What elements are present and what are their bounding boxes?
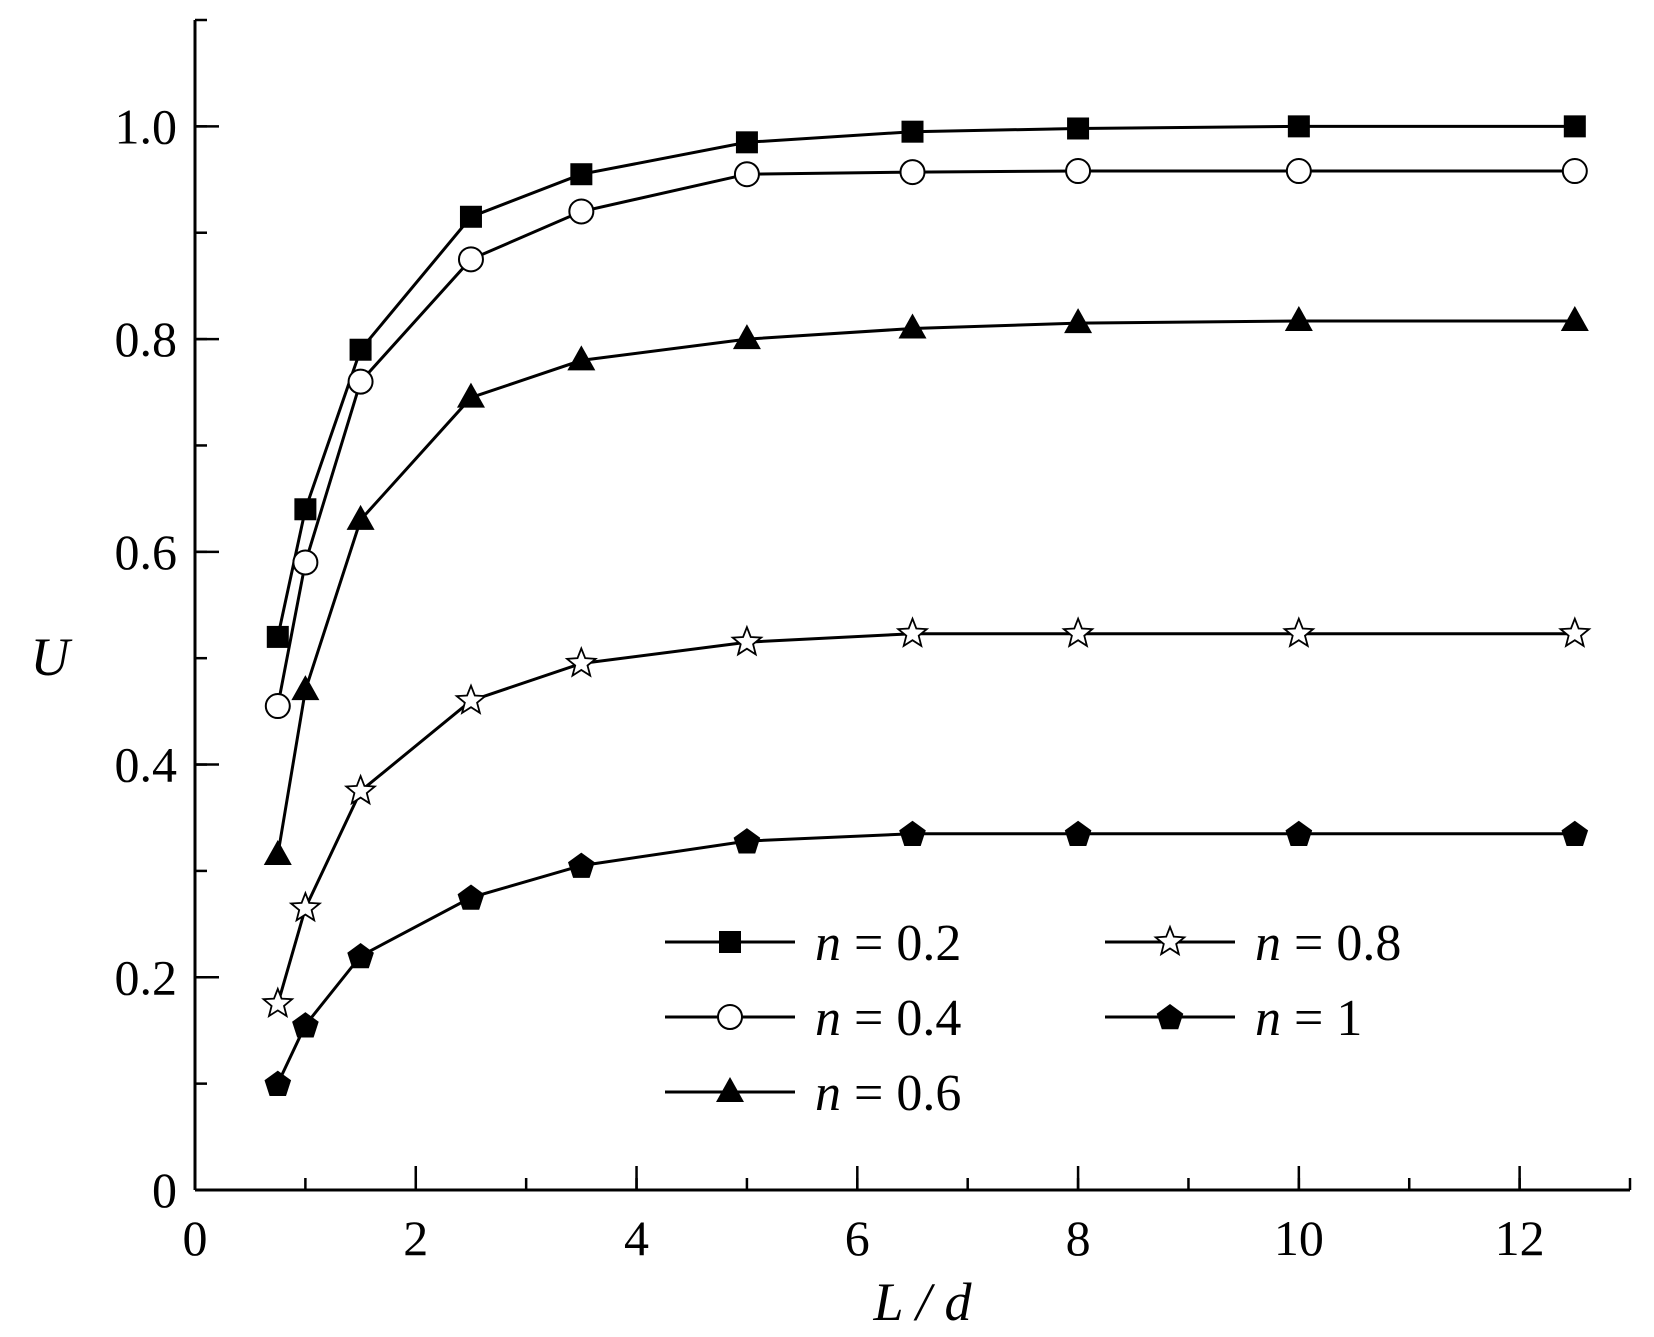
data-point bbox=[568, 198, 595, 225]
data-point bbox=[1284, 306, 1313, 332]
data-point bbox=[292, 549, 319, 576]
data-point bbox=[1285, 820, 1313, 846]
data-point bbox=[1561, 158, 1588, 185]
legend-marker bbox=[716, 1077, 744, 1102]
data-point bbox=[567, 345, 596, 371]
legend-marker bbox=[1156, 1004, 1184, 1030]
y-tick-label: 0 bbox=[152, 1162, 177, 1218]
data-point bbox=[264, 1070, 292, 1096]
series-1 bbox=[266, 115, 1586, 648]
data-point bbox=[263, 839, 292, 865]
data-point bbox=[1061, 616, 1095, 648]
axes: 0 2 4 6 8 10 12 0 0.2 0.4 0.6 0.8 1.0 bbox=[115, 18, 1632, 1266]
data-point bbox=[454, 683, 488, 715]
data-point bbox=[570, 163, 593, 186]
data-point bbox=[901, 120, 924, 143]
data-point bbox=[899, 820, 926, 846]
series-line bbox=[276, 319, 1575, 856]
data-point bbox=[568, 852, 595, 878]
data-point bbox=[1287, 115, 1310, 138]
data-point bbox=[266, 625, 289, 648]
data-point bbox=[1563, 115, 1586, 138]
x-tick-label: 0 bbox=[183, 1210, 208, 1266]
data-point bbox=[261, 986, 295, 1018]
data-point bbox=[1065, 158, 1092, 185]
y-tick-label: 1.0 bbox=[115, 98, 178, 154]
data-point bbox=[347, 368, 374, 395]
data-point bbox=[1558, 616, 1592, 648]
legend-marker bbox=[719, 931, 741, 953]
data-point bbox=[343, 773, 378, 806]
data-point bbox=[1561, 820, 1589, 846]
y-axis-title: U bbox=[31, 627, 73, 687]
data-point bbox=[459, 205, 482, 228]
y-tick-label: 0.8 bbox=[115, 311, 178, 367]
x-tick-label: 10 bbox=[1274, 1210, 1324, 1266]
x-axis-title: L / d bbox=[872, 1272, 972, 1332]
data-point bbox=[456, 382, 485, 408]
legend-item: n = 0.8 bbox=[1105, 915, 1401, 972]
data-point bbox=[898, 313, 927, 339]
x-tick-label: 12 bbox=[1495, 1210, 1545, 1266]
x-tick-label: 6 bbox=[845, 1210, 870, 1266]
data-point bbox=[294, 498, 317, 521]
series-5 bbox=[264, 820, 1589, 1096]
legend-item: n = 0.6 bbox=[665, 1065, 961, 1122]
data-point bbox=[899, 159, 926, 186]
legend-marker bbox=[717, 1004, 743, 1030]
data-point bbox=[1560, 306, 1589, 332]
data-point bbox=[457, 884, 485, 910]
series-line bbox=[276, 124, 1575, 638]
data-point bbox=[292, 1012, 319, 1038]
series-3 bbox=[263, 306, 1589, 865]
data-point bbox=[291, 675, 320, 701]
legend-item: n = 0.4 bbox=[665, 990, 961, 1047]
series-line bbox=[276, 169, 1575, 707]
data-point bbox=[264, 693, 291, 720]
x-tick-label: 8 bbox=[1066, 1210, 1091, 1266]
y-tick-label: 0.4 bbox=[115, 737, 178, 793]
data-point bbox=[895, 616, 930, 648]
data-point bbox=[1064, 308, 1093, 334]
legend-label: n = 0.8 bbox=[1255, 915, 1401, 972]
series-line bbox=[276, 832, 1575, 1085]
series-line bbox=[276, 632, 1575, 1005]
data-point bbox=[346, 504, 375, 530]
series-2 bbox=[264, 158, 1588, 720]
legend-label: n = 0.2 bbox=[815, 915, 961, 972]
x-tick-label: 2 bbox=[403, 1210, 428, 1266]
data-point bbox=[1067, 117, 1090, 140]
data-point bbox=[347, 943, 374, 969]
y-tick-label: 0.6 bbox=[115, 524, 178, 580]
data-point bbox=[1282, 616, 1316, 648]
legend-marker bbox=[1153, 924, 1187, 957]
data-point bbox=[735, 131, 758, 154]
data-point bbox=[732, 324, 761, 350]
series-layer bbox=[261, 115, 1592, 1096]
x-tick-label: 4 bbox=[624, 1210, 649, 1266]
series-4 bbox=[261, 616, 1592, 1018]
data-point bbox=[457, 246, 484, 273]
legend-item: n = 0.2 bbox=[665, 915, 961, 972]
legend-label: n = 1 bbox=[1255, 990, 1362, 1047]
data-point bbox=[733, 828, 761, 854]
legend: n = 0.2 n = 0.8 n = 0.4 n = 1 n = 0.6 bbox=[665, 915, 1401, 1122]
legend-label: n = 0.4 bbox=[815, 990, 961, 1047]
legend-label: n = 0.6 bbox=[815, 1065, 961, 1122]
data-point bbox=[1064, 820, 1092, 846]
legend-item: n = 1 bbox=[1105, 990, 1362, 1047]
y-tick-label: 0.2 bbox=[115, 949, 178, 1005]
data-point bbox=[1285, 158, 1312, 185]
data-point bbox=[288, 890, 323, 923]
data-point bbox=[733, 161, 760, 188]
data-point bbox=[730, 624, 764, 657]
data-point bbox=[349, 338, 372, 361]
data-point bbox=[564, 646, 598, 678]
